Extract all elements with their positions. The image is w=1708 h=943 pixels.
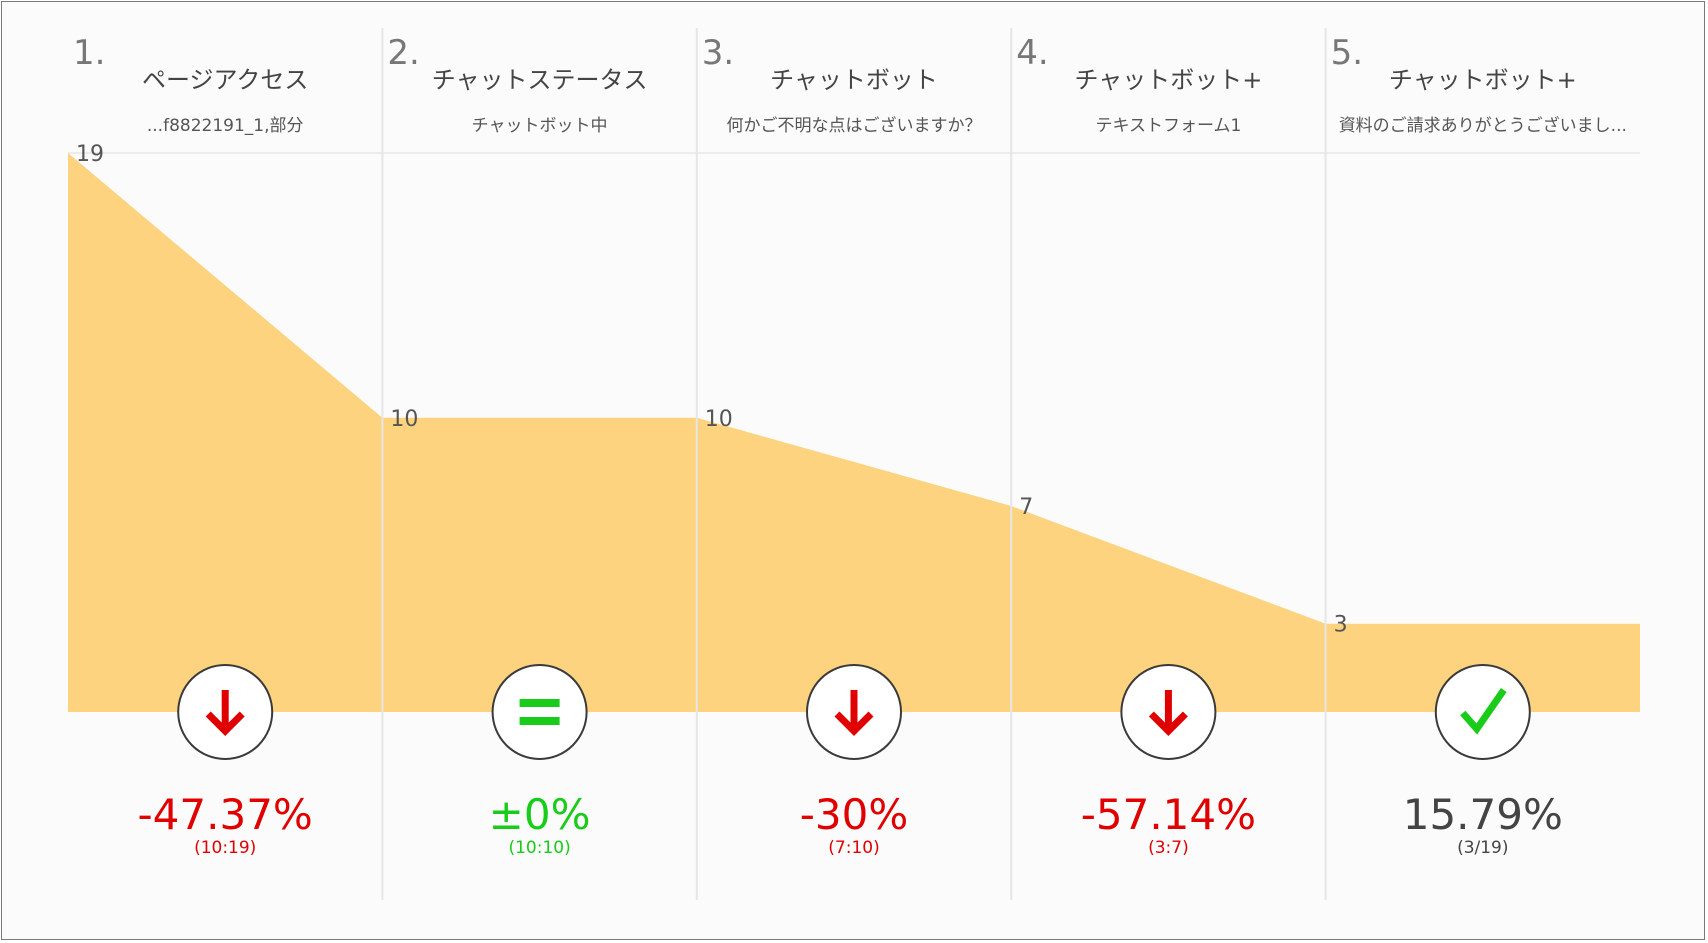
value-label: 3 (1334, 613, 1348, 638)
conversion-ratio: (7:10) (828, 838, 879, 858)
conversion-ratio: (3/19) (1457, 838, 1508, 858)
step-title: チャットボット+ (1074, 66, 1262, 94)
step-number: 5. (1331, 33, 1363, 73)
down-arrow-icon (177, 664, 274, 760)
equal-icon (491, 664, 588, 760)
step-subtitle: ...f8822191_1,部分 (147, 116, 304, 136)
conversion-rate: -30% (800, 790, 909, 839)
conversion-ratio: (10:10) (508, 838, 570, 858)
step-subtitle: チャットボット中 (472, 116, 608, 136)
down-arrow-icon (806, 664, 902, 760)
conversion-rate: -47.37% (138, 790, 313, 839)
funnel-area (68, 153, 1640, 712)
step-subtitle: 何かご不明な点はございますか？ (727, 115, 982, 136)
conversion-rate: -57.14% (1081, 790, 1256, 839)
value-label: 19 (76, 142, 104, 167)
value-label: 7 (1019, 495, 1033, 520)
step-title: チャットボット+ (1389, 66, 1577, 94)
value-label: 10 (705, 407, 733, 432)
check-icon (1434, 664, 1531, 760)
funnel-step: 1. ページアクセス ...f8822191_1,部分 19 -47.37%(10:19… (73, 33, 313, 858)
step-number: 3. (702, 33, 734, 73)
step-title: チャットステータス (432, 66, 648, 94)
conversion-ratio: (3:7) (1148, 838, 1189, 858)
conversion-ratio: (10:19) (194, 838, 256, 858)
step-title: チャットボット (770, 66, 938, 94)
value-label: 10 (390, 407, 418, 432)
step-title: ページアクセス (142, 66, 308, 94)
step-subtitle: テキストフォーム1 (1096, 116, 1242, 136)
step-number: 2. (387, 33, 419, 73)
down-arrow-icon (1120, 664, 1217, 760)
funnel-step: 5. チャットボット+ 資料のご請求ありがとうございまし... 3 15.79%(3/1… (1331, 33, 1627, 858)
conversion-rate: 15.79% (1403, 790, 1563, 839)
step-number: 1. (73, 33, 105, 73)
funnel-step: 4. チャットボット+ テキストフォーム1 7 -57.14%(3:7) (1016, 33, 1262, 858)
step-number: 4. (1016, 33, 1048, 73)
conversion-rate: ±0% (489, 790, 591, 839)
step-subtitle: 資料のご請求ありがとうございまし... (1339, 115, 1627, 136)
